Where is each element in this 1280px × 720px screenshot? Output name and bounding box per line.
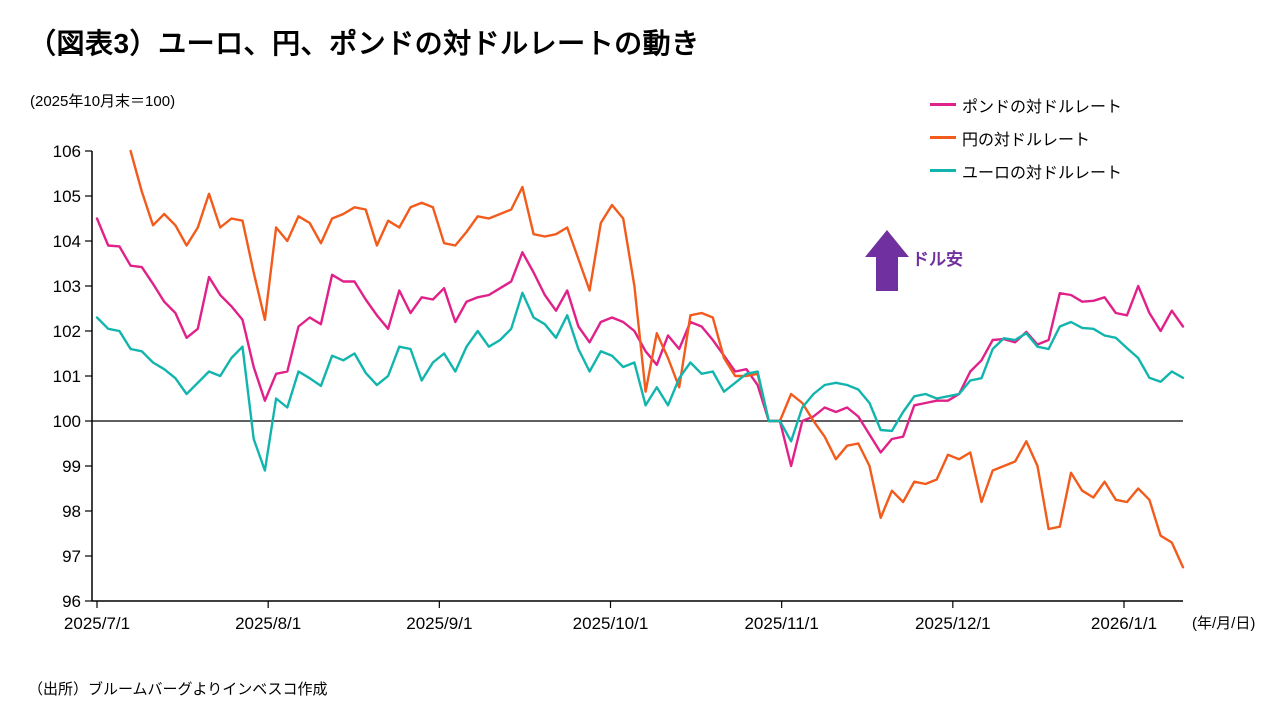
x-axis-tick-label: 2025/8/1 xyxy=(235,614,301,633)
y-axis-tick-label: 103 xyxy=(53,277,81,296)
x-axis-tick-label: 2025/7/1 xyxy=(64,614,130,633)
y-axis-tick-label: 106 xyxy=(53,142,81,161)
y-axis-tick-label: 105 xyxy=(53,187,81,206)
source-note: （出所）ブルームバーグよりインベスコ作成 xyxy=(28,681,328,698)
chart-title: （図表3）ユーロ、円、ポンドの対ドルレートの動き xyxy=(28,28,700,59)
y-axis-tick-label: 99 xyxy=(62,457,81,476)
x-axis-tick-label: 2025/9/1 xyxy=(406,614,472,633)
y-axis-tick-label: 96 xyxy=(62,592,81,611)
yen-line-swatch xyxy=(930,136,956,139)
index-note: (2025年10月末＝100) xyxy=(30,93,176,110)
y-axis-tick-label: 102 xyxy=(53,322,81,341)
series-lines xyxy=(95,149,1185,569)
legend-item-euro: ユーロの対ドルレート xyxy=(930,154,1122,187)
y-axis-tick-label: 100 xyxy=(53,412,81,431)
legend-item-yen: 円の対ドルレート xyxy=(930,121,1122,154)
x-axis-tick-label: 2025/11/1 xyxy=(744,614,818,633)
pound-line-swatch xyxy=(930,103,956,106)
x-axis-tick-label: 2026/1/1 xyxy=(1091,614,1157,633)
tick-labels: 96 97 98 99 100 101 102 103 104 105 106 2025/7/1 202… xyxy=(53,142,1157,633)
series-line-2 xyxy=(95,291,1185,472)
x-axis-tick-label: 2025/10/1 xyxy=(573,614,649,633)
x-axis-tick-label: 2025/12/1 xyxy=(915,614,991,633)
dollar-weakness-arrow-icon xyxy=(865,230,909,291)
y-axis-tick-label: 98 xyxy=(62,502,81,521)
dollar-weakness-label: ドル安 xyxy=(912,250,963,269)
legend-label-euro: ユーロの対ドルレート xyxy=(962,164,1123,182)
series-line-1 xyxy=(129,149,1185,569)
y-axis-tick-label: 101 xyxy=(53,367,81,386)
legend-label-pound: ポンドの対ドルレート xyxy=(962,98,1123,116)
y-axis-tick-label: 97 xyxy=(62,547,81,566)
legend: ポンドの対ドルレート 円の対ドルレート ユーロの対ドルレート xyxy=(930,88,1122,187)
axes xyxy=(85,150,1183,608)
legend-label-yen: 円の対ドルレート xyxy=(962,131,1091,149)
y-axis-tick-label: 104 xyxy=(53,232,81,251)
euro-line-swatch xyxy=(930,169,956,172)
legend-item-pound: ポンドの対ドルレート xyxy=(930,88,1122,121)
x-axis-unit-label: (年/月/日) xyxy=(1192,615,1256,632)
